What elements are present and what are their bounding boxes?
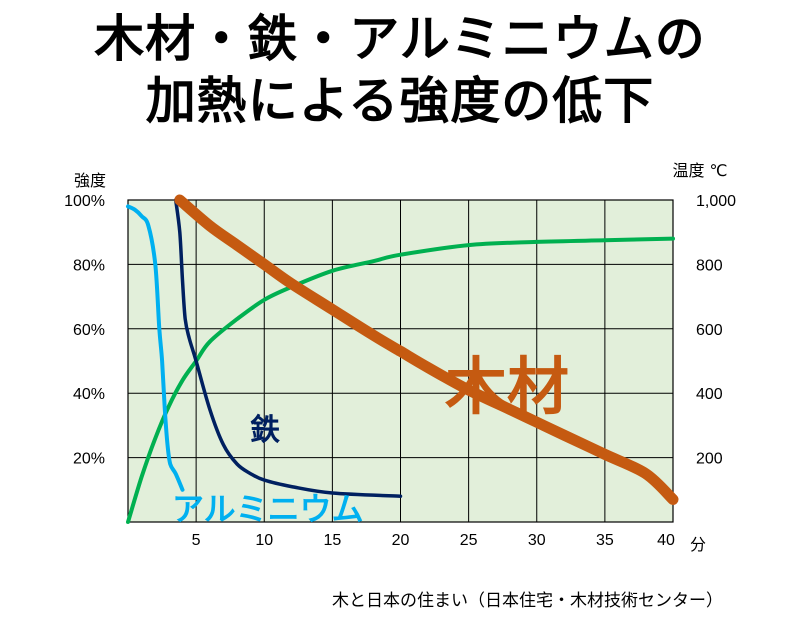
grid [128, 200, 673, 522]
source-caption: 木と日本の住まい（日本住宅・木材技術センター） [332, 591, 723, 611]
y-right-tick-label: 600 [696, 322, 723, 339]
y-left-axis-label: 強度 [74, 171, 106, 190]
y-left-tick-label: 20% [73, 451, 105, 468]
y-left-tick-label: 100% [64, 193, 105, 210]
y-right-tick-label: 1,000 [696, 193, 736, 210]
series-label-wood: 木材 [445, 350, 569, 423]
title-line-1: 木材・鉄・アルミニウムの [94, 10, 706, 68]
x-tick-label: 15 [323, 532, 341, 549]
plot-border [127, 199, 674, 523]
y-left-tick-label: 60% [73, 322, 105, 339]
x-tick-label: 10 [255, 532, 273, 549]
x-tick-label: 20 [392, 532, 410, 549]
y-right-axis-label: 温度 ℃ [672, 161, 727, 180]
x-tick-label: 35 [596, 532, 614, 549]
x-tick-label: 30 [528, 532, 546, 549]
x-tick-label: 5 [192, 532, 201, 549]
x-axis-label: 分 [690, 535, 706, 554]
y-right-tick-label: 800 [696, 257, 723, 274]
wood-strength-line [174, 194, 679, 505]
y-right-tick-label: 400 [696, 386, 723, 403]
y-left-tick-label: 80% [73, 257, 105, 274]
series-label-iron: 鉄 [250, 413, 280, 448]
aluminium-strength-line [126, 204, 185, 492]
title-line-2: 加熱による強度の低下 [145, 72, 655, 130]
y-right-tick-label: 200 [696, 451, 723, 468]
y-left-tick-label: 40% [73, 386, 105, 403]
x-tick-label: 40 [657, 532, 675, 549]
series-label-aluminium: アルミニウム [172, 490, 364, 528]
tick-labels: 5 10 15 20 25 30 35 40 20% 40% 60% 80% 100% 200 400 600… [64, 193, 736, 549]
x-tick-label: 25 [460, 532, 478, 549]
iron-strength-line [173, 198, 403, 498]
series-group [126, 194, 679, 524]
